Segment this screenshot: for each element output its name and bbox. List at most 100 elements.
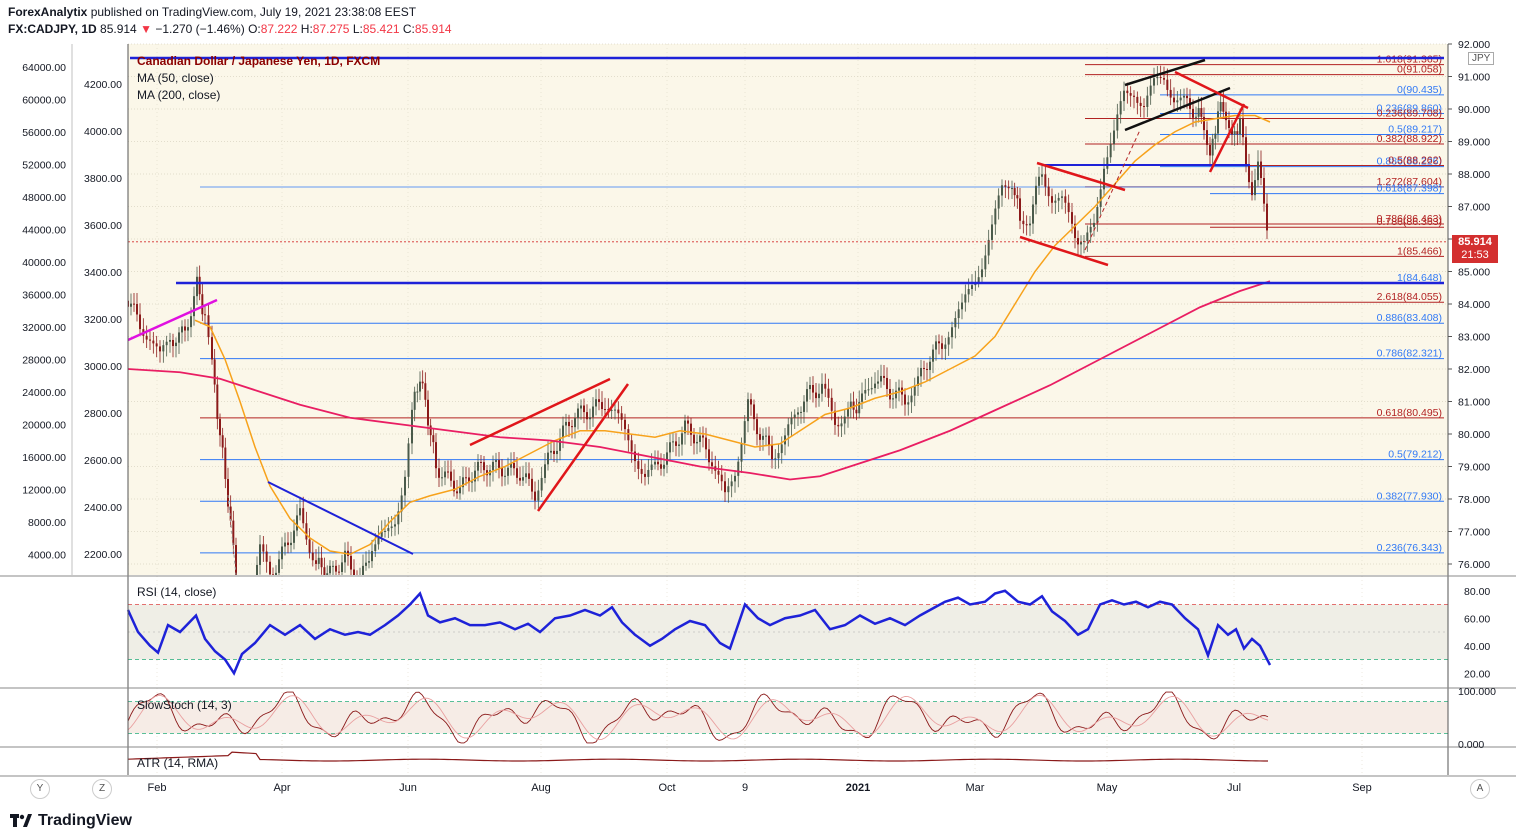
candle-body (827, 388, 830, 398)
candle-body (1093, 222, 1095, 227)
candle-body (1004, 185, 1007, 187)
symbol-label: FX:CADJPY, 1D (8, 22, 97, 36)
red-flag-lower (1019, 235, 1109, 267)
left-inner-tick: 2600.00 (84, 455, 122, 467)
atr-panel[interactable] (128, 748, 1448, 775)
black-wedge-upper (1124, 58, 1206, 87)
log-scale-button[interactable]: Y (30, 779, 50, 799)
candle-body (219, 418, 221, 436)
candle-body (492, 461, 494, 471)
left-outer-tick: 28000.00 (22, 355, 66, 367)
candle-body (507, 467, 509, 476)
candle-body (1146, 95, 1149, 107)
candle-body (815, 392, 817, 399)
candle-body (1019, 198, 1021, 221)
candle-body (598, 399, 600, 403)
right-axis-tick: 80.000 (1458, 429, 1490, 441)
candle-body (424, 383, 427, 400)
down-triangle-icon: ▼ (140, 22, 152, 36)
candle-body (1251, 182, 1253, 196)
candle-body (238, 583, 240, 589)
candle-body (840, 423, 843, 427)
candle-body (441, 477, 443, 479)
candle-body (1156, 77, 1159, 79)
footer-brand[interactable]: TradingView (10, 812, 132, 830)
candle-body (477, 461, 479, 471)
candle-body (1214, 133, 1217, 139)
candle-body (359, 579, 361, 583)
x-axis-label: 9 (742, 782, 748, 794)
candle-body (1260, 161, 1262, 179)
candle-body (595, 399, 597, 407)
main-price-panel[interactable] (128, 44, 1448, 575)
red-descending-line (1174, 70, 1249, 110)
candle-body (253, 583, 255, 591)
candle-body (368, 561, 370, 563)
candle-body (932, 349, 934, 362)
auto-scale-button[interactable]: A (1470, 779, 1490, 799)
fib-level-label: 1.618(91.365) (1377, 54, 1442, 66)
candle-body (213, 359, 216, 385)
candle-body (547, 452, 549, 465)
candle-body (984, 255, 987, 270)
candle-body (1139, 102, 1142, 106)
candle-body (149, 339, 151, 341)
legend-ma50[interactable]: MA (50, close) (137, 71, 214, 85)
candle-body (1248, 165, 1250, 183)
candle-body (175, 342, 177, 347)
candle-body (592, 406, 594, 418)
candle-body (305, 523, 308, 540)
candle-body (1257, 161, 1259, 181)
candle-body (1206, 130, 1208, 145)
candle-body (711, 462, 713, 467)
candle-body (317, 557, 320, 564)
candle-body (601, 402, 603, 410)
candle-body (1086, 232, 1089, 241)
candle-body (356, 581, 358, 583)
candle-body (1186, 95, 1188, 99)
candle-body (1192, 108, 1194, 118)
candle-body (1077, 238, 1079, 245)
last-price: 85.914 (100, 22, 137, 36)
legend-title: Canadian Dollar / Japanese Yen, 1D, FXCM (137, 54, 381, 68)
candle-body (480, 461, 482, 463)
fib-level-label: 0.382(77.930) (1377, 490, 1442, 502)
candle-body (1254, 180, 1256, 196)
candle-body (362, 565, 364, 575)
candle-body (883, 375, 885, 378)
candle-body (1209, 144, 1211, 156)
stoch-label[interactable]: SlowStoch (14, 3) (137, 698, 232, 712)
atr-label[interactable]: ATR (14, RMA) (137, 756, 219, 770)
candle-body (809, 384, 811, 390)
candle-body (350, 555, 352, 570)
candle-body (724, 481, 726, 493)
candle-body (275, 572, 277, 575)
candle-body (812, 384, 814, 393)
candle-body (944, 344, 947, 349)
publisher-name[interactable]: ForexAnalytix (8, 5, 88, 19)
candle-body (684, 420, 686, 434)
candle-body (861, 393, 863, 402)
candle-body (211, 337, 213, 360)
candle-body (1176, 100, 1179, 103)
candle-body (1153, 78, 1155, 86)
candle-body (864, 390, 867, 394)
candle-body (793, 414, 796, 418)
candle-body (1106, 157, 1109, 169)
candle-body (474, 470, 476, 482)
candle-body (699, 435, 701, 442)
legend-ma200[interactable]: MA (200, close) (137, 88, 221, 102)
candle-body (571, 426, 573, 428)
candle-body (1057, 197, 1060, 201)
candle-body (904, 394, 906, 405)
candle-body (462, 477, 464, 488)
fib-level-label: 0.786(82.321) (1377, 348, 1442, 360)
candle-body (630, 440, 633, 452)
candle-body (759, 434, 761, 440)
currency-badge[interactable]: JPY (1468, 52, 1495, 65)
zoom-button[interactable]: Z (92, 779, 112, 799)
candle-body (1195, 116, 1197, 118)
rsi-label[interactable]: RSI (14, close) (137, 585, 217, 599)
candle-body (1061, 196, 1063, 198)
